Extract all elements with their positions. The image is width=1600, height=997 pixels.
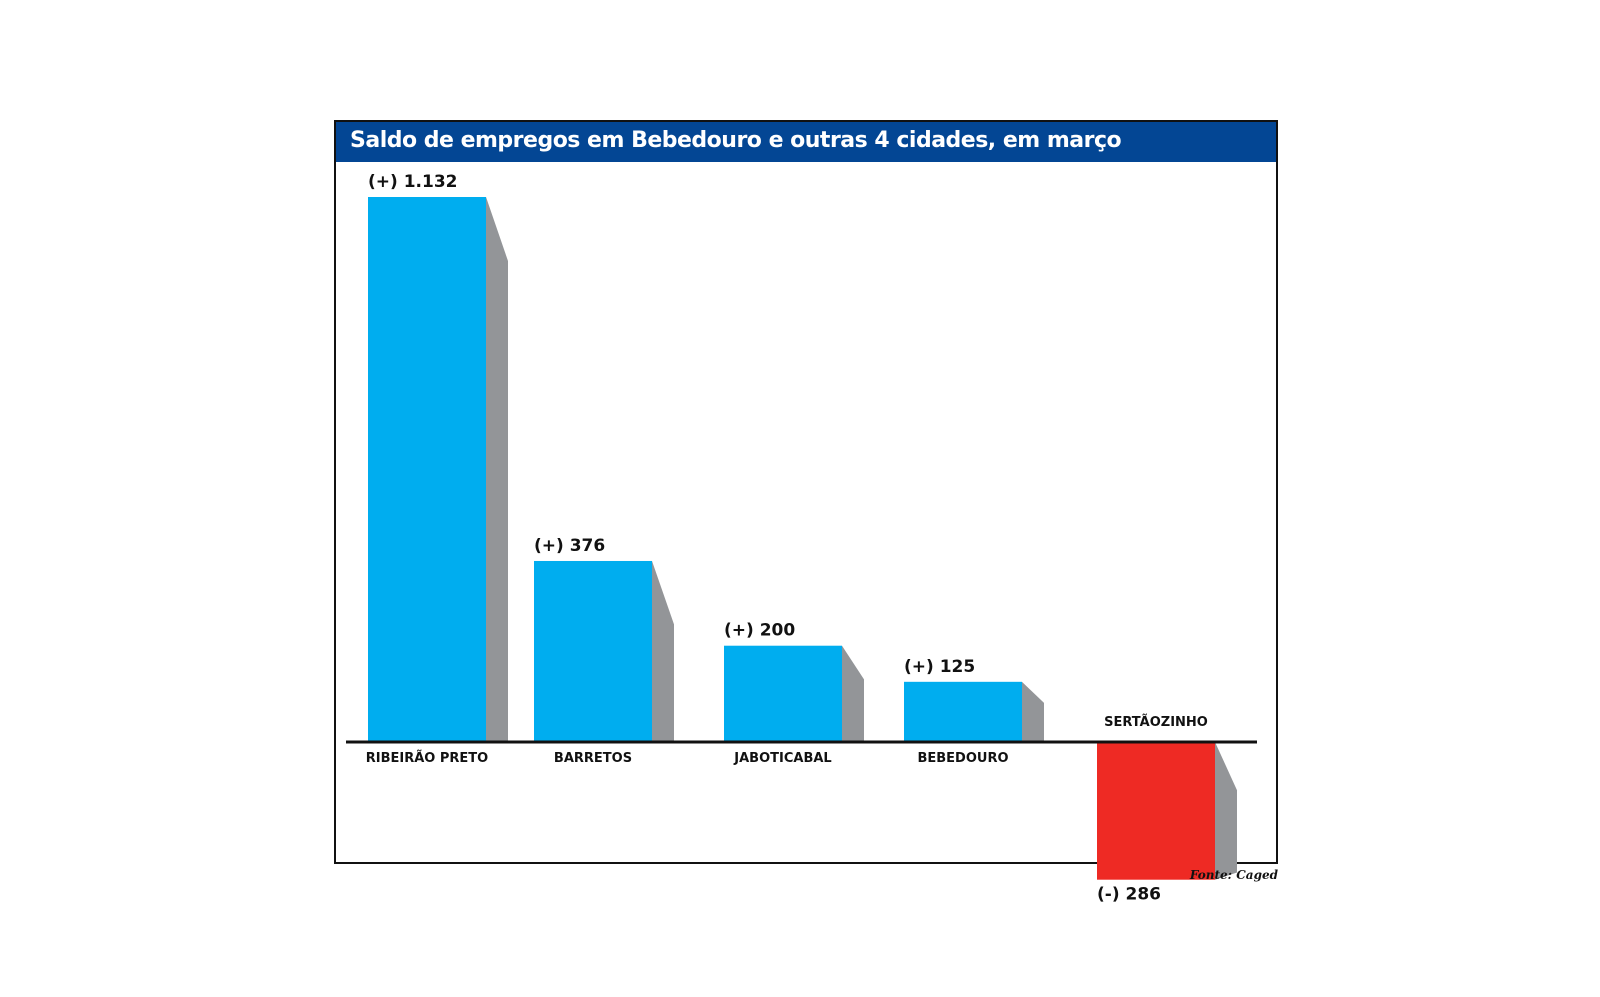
bar-shadow-0 [486,197,508,742]
category-label-1: BARRETOS [554,751,632,766]
chart-marks: (+) 1.132 RIBEIRÃO PRETO (+) 376 BARRETOS (+… [366,172,1237,905]
title-bar: Saldo de empregos em Bebedouro e outras … [336,122,1276,162]
category-label-3: BEBEDOURO [917,751,1008,766]
bar-4 [1097,742,1215,880]
category-label-0: RIBEIRÃO PRETO [366,750,488,766]
bar-3 [904,681,1022,742]
chart-title: Saldo de empregos em Bebedouro e outras … [350,128,1122,153]
source-note: Fonte: Caged [1189,868,1278,882]
category-label-4: SERTÃOZINHO [1104,714,1208,730]
bar-shadow-4 [1215,742,1237,880]
bar-1 [534,560,652,742]
bar-shadow-2 [842,645,864,742]
value-label-3: (+) 125 [904,657,975,677]
bar-shadow-1 [652,560,674,742]
bar-0 [368,197,486,742]
value-label-0: (+) 1.132 [368,172,457,192]
value-label-2: (+) 200 [724,621,795,641]
bar-shadow-3 [1022,681,1044,742]
value-label-4: (-) 286 [1097,885,1161,905]
value-label-1: (+) 376 [534,536,605,556]
category-label-2: JABOTICABAL [733,751,831,766]
bar-2 [724,645,842,742]
